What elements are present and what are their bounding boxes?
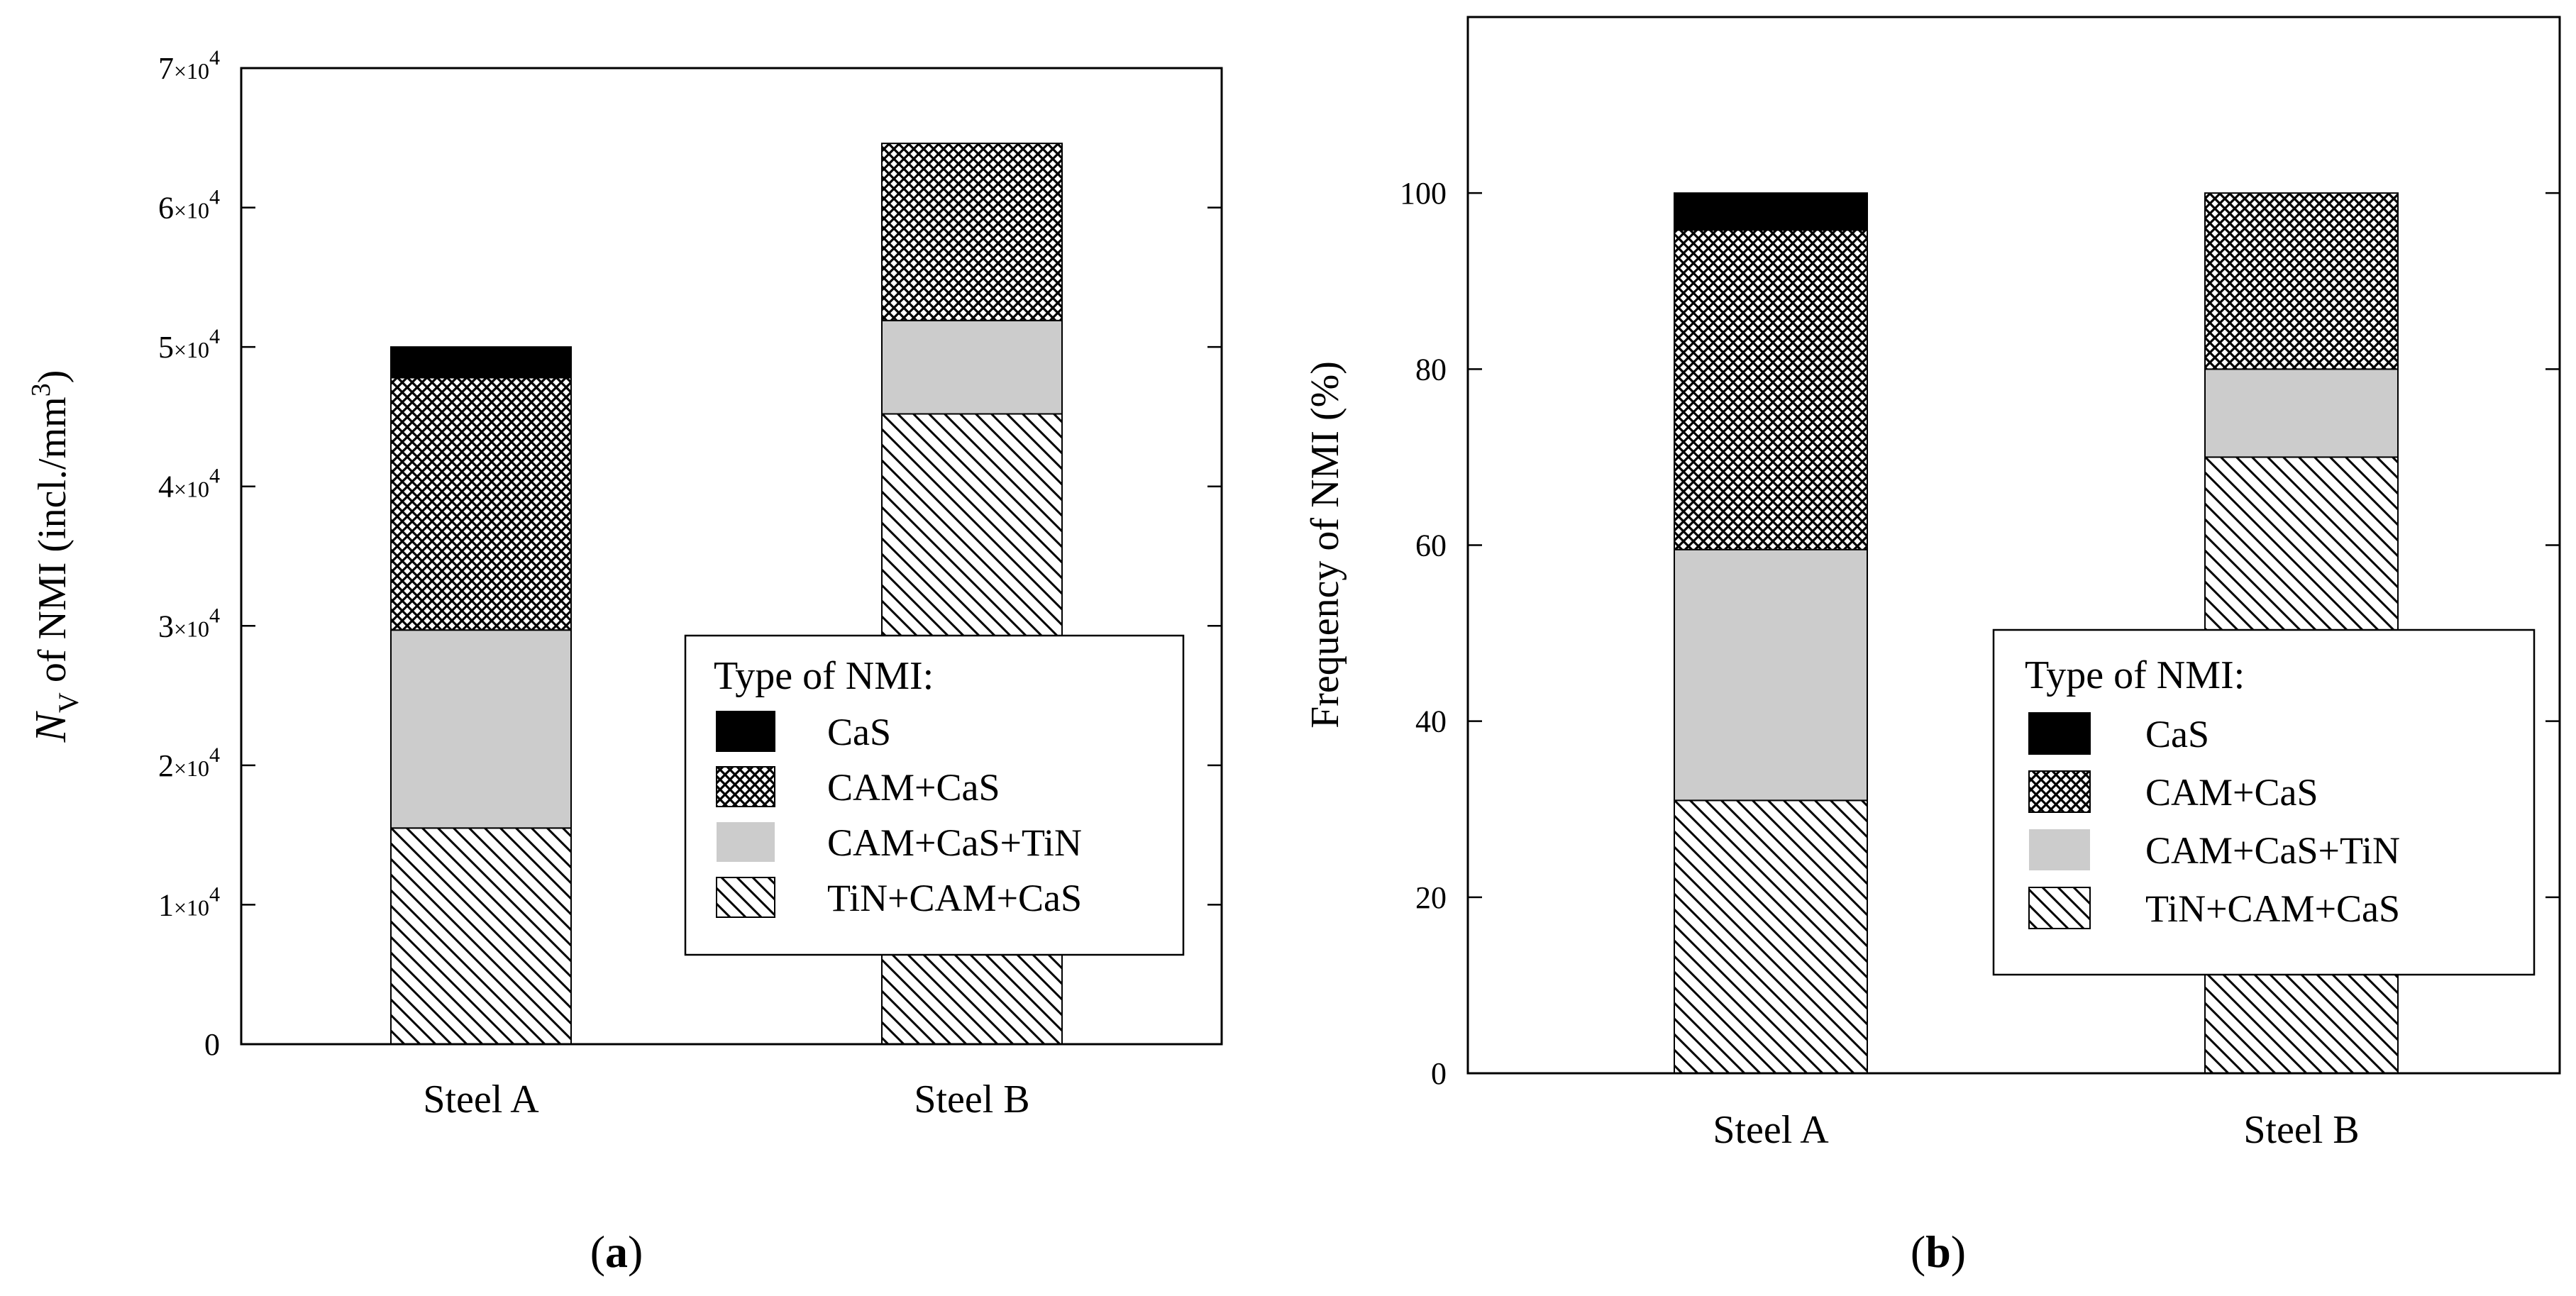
panel-a-ytick-label: 6×104 (158, 186, 220, 226)
panel-b-y-axis-gap (1303, 421, 1347, 431)
panel-b-legend-swatch-cas (2028, 712, 2091, 755)
panel-a-chart: 0 1×104 2×104 3×104 4×104 5×104 6×104 7×104 Ste… (26, 46, 1223, 1277)
panel-b-ytick-label: 20 (1415, 880, 1447, 915)
panel-b-legend-swatch-tin-cam-cas (2028, 887, 2091, 929)
panel-b-legend-title: Type of NMI: (2025, 653, 2245, 697)
panel-a-plot-frame (240, 67, 1223, 1046)
panel-a-bar-steel-a-tin-cam-cas (390, 827, 572, 1046)
panel-a-legend-title: Type of NMI: (714, 654, 934, 698)
panel-b-legend-label-cam-cas-tin: CAM+CaS+TiN (2145, 829, 2400, 872)
panel-a-legend-swatch-cam-cas (716, 766, 775, 807)
panel-a-bar-steel-b-cam-cas-tin (881, 319, 1063, 415)
panel-a-bar-steel-b-cam-cas (881, 143, 1063, 321)
panel-b-x-label-steel-a: Steel A (1713, 1108, 1829, 1152)
panel-a-label: (a) (590, 1226, 643, 1277)
panel-b-chart: 0 20 40 60 80 100 Steel A Steel B Frequency of… (1303, 16, 2561, 1277)
panel-a-bar-steel-a-cam-cas (390, 377, 572, 631)
panel-a-y-axis-unit-sup: 3 (26, 383, 56, 397)
panel-a-x-label-steel-b: Steel B (914, 1078, 1029, 1121)
panel-b-y-axis-title: Frequency of NMI (%) (1303, 361, 1347, 729)
panel-a-ytick-label: 2×104 (158, 743, 220, 783)
panel-b-legend: Type of NMI: CaS CAM+CaS CAM+CaS+TiN TiN+CAM… (1992, 628, 2536, 976)
panel-a-y-axis-symbol: N (27, 710, 75, 743)
panel-b-label: (b) (1911, 1226, 1966, 1277)
panel-a-ytick-label: 4×104 (158, 465, 220, 504)
panel-b-ytick-label: 40 (1415, 704, 1447, 739)
panel-a-y-axis-gap2 (31, 553, 74, 563)
panel-a-legend-label-cam-cas: CAM+CaS (827, 766, 1000, 809)
panel-a-x-label-steel-a: Steel A (423, 1078, 539, 1121)
panel-b-x-labels: Steel A Steel B (1713, 1108, 2359, 1152)
panel-b-bar-steel-a-cam-cas-tin (1674, 548, 1868, 802)
panel-a-ytick-label: 3×104 (158, 604, 220, 643)
panel-a-legend-label-tin-cam-cas: TiN+CAM+CaS (827, 877, 1082, 919)
panel-b-bar-steel-a-tin-cam-cas (1674, 799, 1868, 1074)
panel-b-y-axis-text: Frequency of NMI (1303, 431, 1347, 729)
panel-a-y-axis-title: NV of NMI (incl./mm3) (26, 370, 84, 743)
panel-a-y-axis-unit: (incl./mm (31, 397, 74, 552)
panel-b-legend-swatch-cam-cas (2028, 770, 2091, 813)
panel-a-ticks: 0 1×104 2×104 3×104 4×104 5×104 6×104 7×104 (158, 46, 1222, 1062)
panel-b-ytick-label: 100 (1400, 176, 1447, 211)
panel-b-ticks: 0 20 40 60 80 100 (1400, 176, 2560, 1091)
panel-b-ytick-label: 0 (1431, 1056, 1447, 1091)
panel-a-legend: Type of NMI: CaS CAM+CaS CAM+CaS+TiN TiN+CAM… (684, 634, 1185, 956)
panel-a-ytick-label: 1×104 (158, 882, 220, 922)
panel-b-ytick-label: 60 (1415, 528, 1447, 563)
panel-b-legend-label-cas: CaS (2145, 713, 2209, 755)
panel-a-ytick-label: 0 (204, 1027, 220, 1062)
panel-a-legend-swatch-cas (716, 711, 775, 752)
panel-a-label-letter: a (605, 1226, 628, 1277)
panel-b-label-letter: b (1925, 1226, 1951, 1277)
panel-b-legend-label-cam-cas: CAM+CaS (2145, 771, 2318, 814)
panel-a-legend-swatch-tin-cam-cas (716, 877, 775, 918)
panel-a-ytick-label: 5×104 (158, 325, 220, 365)
panel-b-y-axis-unit: (%) (1303, 361, 1347, 421)
panel-a-bar-steel-a-cam-cas-tin (390, 629, 572, 829)
panel-b-legend-swatch-cam-cas-tin (2029, 829, 2090, 870)
panel-a-y-axis-gap (31, 682, 74, 692)
panel-a-legend-label-cam-cas-tin: CAM+CaS+TiN (827, 821, 1082, 864)
panel-a-y-axis-unit-close: ) (31, 370, 74, 384)
panel-a-y-axis-text: of NMI (31, 563, 74, 683)
panel-b-x-label-steel-b: Steel B (2243, 1108, 2359, 1152)
panel-b-bar-steel-a-cas (1674, 192, 1868, 231)
panel-a-bar-steel-a-cas (390, 346, 572, 379)
panel-a-ytick-label: 7×104 (158, 46, 220, 86)
panel-b-legend-label-tin-cam-cas: TiN+CAM+CaS (2145, 887, 2400, 930)
panel-a-x-labels: Steel A Steel B (423, 1078, 1029, 1121)
panel-a-y-axis-subscript: V (52, 692, 84, 713)
panel-b-bar-steel-a-cam-cas (1674, 229, 1868, 550)
panel-a-legend-swatch-cam-cas-tin (717, 822, 775, 862)
panel-b-bar-steel-b-cam-cas-tin (2204, 368, 2399, 458)
panel-b-ytick-label: 80 (1415, 352, 1447, 387)
panel-b-bar-steel-b-cam-cas (2204, 192, 2399, 370)
panel-a-legend-label-cas: CaS (827, 711, 891, 753)
